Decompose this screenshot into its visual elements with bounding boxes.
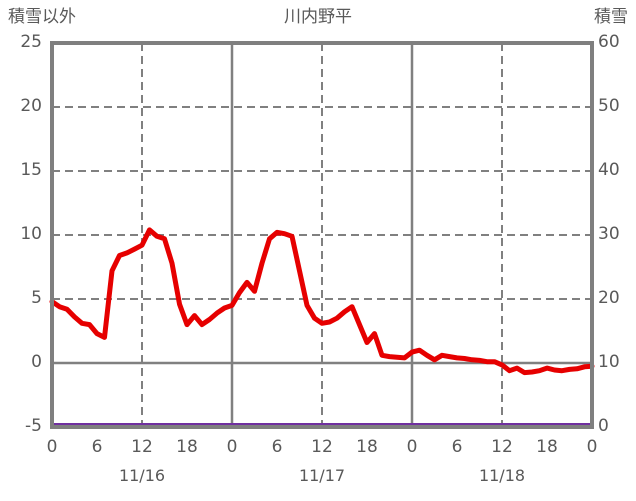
x-axis-date-label: 11/16 [118, 466, 166, 485]
left-axis-tick: -5 [25, 416, 42, 436]
x-axis-hour-tick: 0 [586, 437, 598, 457]
x-axis-hour-tick: 18 [356, 437, 378, 457]
chart-title: 川内野平 [284, 7, 352, 27]
x-axis-hour-tick: 18 [176, 437, 198, 457]
left-axis-tick: 5 [31, 288, 42, 308]
x-axis-date-label: 11/17 [298, 466, 346, 485]
x-axis-hour-tick: 6 [451, 437, 463, 457]
left-axis-tick: 10 [20, 224, 42, 244]
x-axis-hour-tick: 18 [536, 437, 558, 457]
left-axis-tick: 25 [20, 32, 42, 52]
right-axis-title: 積雪 [594, 7, 628, 27]
right-axis-tick: 30 [598, 224, 620, 244]
right-axis-tick: 60 [598, 32, 620, 52]
x-axis-hour-tick: 6 [271, 437, 283, 457]
left-axis-tick: 0 [31, 352, 42, 372]
x-axis-hour-tick: 6 [91, 437, 103, 457]
x-axis-hour-tick: 12 [491, 437, 513, 457]
x-axis-hour-tick: 0 [46, 437, 58, 457]
x-axis-hour-tick: 12 [131, 437, 153, 457]
right-axis-tick: 0 [598, 416, 609, 436]
plot-frame-border [50, 41, 594, 429]
right-axis-tick: 20 [598, 288, 620, 308]
left-axis-title: 積雪以外 [8, 7, 76, 27]
left-axis-tick: 15 [20, 160, 42, 180]
right-axis-tick: 10 [598, 352, 620, 372]
series-lines [49, 227, 595, 426]
x-axis-hour-tick: 0 [226, 437, 238, 457]
right-axis-tick: 40 [598, 160, 620, 180]
left-axis-tick: 20 [20, 96, 42, 116]
right-axis-tick: 50 [598, 96, 620, 116]
temperature-series-line [49, 227, 595, 376]
x-axis-date-label: 11/18 [478, 466, 526, 485]
plot-frame [50, 41, 594, 429]
x-axis-hour-tick: 0 [406, 437, 418, 457]
x-axis-hour-tick: 12 [311, 437, 333, 457]
